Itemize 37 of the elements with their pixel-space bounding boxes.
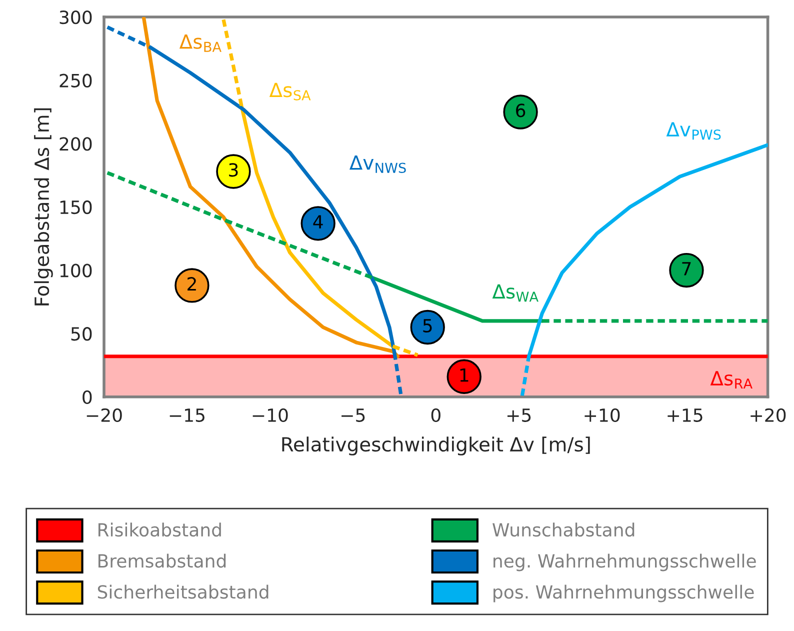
y-tick-label: 300 [60,10,92,24]
annotation: 3 [229,163,238,177]
annotation: 5 [423,319,432,332]
annotation: Δs$_{RA}$ [710,371,752,389]
y-tick-label: 250 [60,74,92,88]
annotation: 6 [516,104,526,118]
annotation: 4 [313,215,323,228]
y-tick-label: 100 [60,264,92,278]
legend-label: Bremsabstand [98,554,226,568]
x-tick-label: −15 [170,408,204,422]
x-axis-title: Relativgeschwindigkeit Δv [m/s] [282,436,590,456]
annotation: 7 [682,262,691,276]
annotation: Δv$_{NWS}$ [349,155,406,174]
annotation: Δs$_{WA}$ [492,284,538,302]
legend-label: pos. Wahrnehmungsschwelle [494,584,754,602]
x-tick-label: +5 [507,408,531,422]
y-tick-label: 150 [60,200,92,214]
legend-label: Wunschabstand [492,522,634,537]
x-tick-label: +10 [584,408,620,422]
annotation: 2 [188,277,196,290]
y-axis-title: Folgeabstand Δs [m] [34,108,53,306]
legend-label: neg. Wahrnehmungsschwelle [494,554,756,572]
x-tick-label: −10 [252,408,288,422]
y-tick-label: 200 [60,137,92,151]
y-tick-label: 50 [71,327,92,341]
y-tick-label: 0 [82,390,92,404]
legend-label: Sicherheitsabstand [98,584,268,599]
annotation: Δv$_{PWS}$ [666,122,721,140]
x-tick-label: −5 [342,408,365,422]
x-tick-label: 0 [431,408,440,422]
legend-label: Risikoabstand [98,522,221,537]
annotation: Δs$_{BA}$ [179,34,222,52]
annotation: 1 [460,368,468,382]
x-tick-label: +20 [750,408,786,422]
x-tick-label: +15 [668,408,702,422]
x-tick-label: −20 [86,408,122,422]
annotation: Δs$_{SA}$ [269,82,311,100]
